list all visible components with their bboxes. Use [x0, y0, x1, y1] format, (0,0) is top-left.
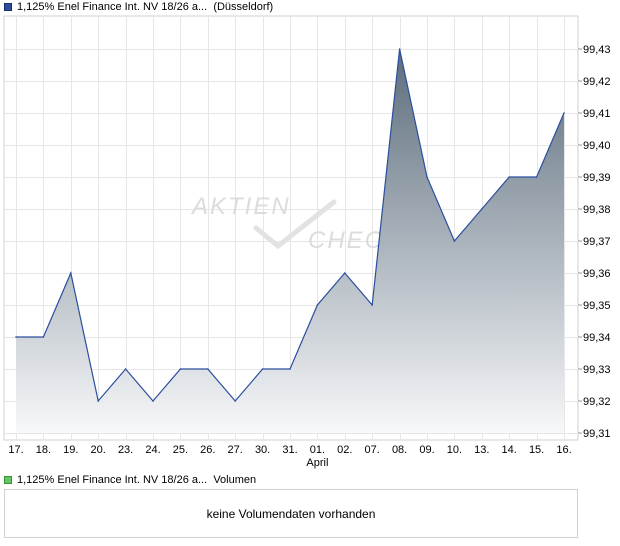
price-point: [15, 336, 17, 338]
price-point: [234, 400, 236, 402]
x-tick-label: 19.: [63, 444, 78, 456]
price-point: [398, 48, 401, 50]
x-tick-label: 26.: [200, 444, 215, 456]
price-point: [316, 304, 319, 306]
price-point: [97, 400, 99, 402]
price-point: [261, 368, 264, 370]
x-tick-label: 31.: [282, 444, 297, 456]
x-tick-label: 27.: [228, 444, 243, 456]
price-point: [481, 208, 483, 210]
price-point: [152, 400, 154, 402]
x-tick-label: 17.: [8, 444, 23, 456]
x-tick-label: 07.: [365, 444, 380, 456]
volume-legend-swatch: [4, 476, 12, 484]
price-area-fill: [16, 49, 564, 433]
price-point: [179, 368, 182, 370]
watermark-line1: AKTIEN: [190, 193, 291, 220]
price-point: [453, 240, 456, 242]
x-tick-label: 14.: [502, 444, 517, 456]
volume-legend-label: 1,125% Enel Finance Int. NV 18/26 a...: [17, 474, 208, 486]
x-tick-label: 25.: [173, 444, 188, 456]
y-tick-label: 99,43: [583, 44, 611, 56]
y-tick-label: 99,38: [583, 204, 611, 216]
price-point: [124, 368, 127, 370]
y-tick-label: 99,40: [583, 140, 611, 152]
x-tick-label: 20.: [91, 444, 106, 456]
y-tick-label: 99,33: [583, 364, 611, 376]
x-tick-label: 08.: [392, 444, 407, 456]
volume-legend-suffix: Volumen: [213, 474, 257, 486]
x-tick-label: 01.: [310, 444, 325, 456]
price-chart: AKTIEN CHECK 99,3199,3299,3399,3499,3599…: [3, 15, 611, 469]
price-legend: 1,125% Enel Finance Int. NV 18/26 a... (…: [4, 0, 273, 14]
x-axis: 17. 18. 19. 20. 23. 24. 25. 26. 27. 30. 31. 01.Apri…: [8, 444, 571, 469]
y-tick-label: 99,34: [583, 332, 611, 344]
y-tick-label: 99,39: [583, 172, 611, 184]
price-point: [70, 272, 72, 274]
price-legend-swatch: [4, 3, 12, 11]
y-tick-label: 99,32: [583, 396, 611, 408]
price-point: [207, 368, 209, 370]
price-point: [289, 368, 291, 370]
x-tick-label: 09.: [419, 444, 434, 456]
y-tick-label: 99,41: [583, 108, 611, 120]
x-tick-label: 23.: [118, 444, 133, 456]
price-legend-exchange: (Düsseldorf): [213, 1, 274, 13]
price-point: [42, 336, 45, 338]
y-tick-label: 99,36: [583, 268, 611, 280]
x-tick-label: 18.: [36, 444, 51, 456]
x-tick-label: 02.: [337, 444, 352, 456]
x-month-label: April: [306, 457, 328, 469]
y-tick-label: 99,31: [583, 428, 611, 440]
x-tick-label: 13.: [474, 444, 489, 456]
price-point: [508, 176, 511, 178]
volume-legend: 1,125% Enel Finance Int. NV 18/26 a... V…: [4, 473, 256, 487]
x-tick-label: 15.: [529, 444, 544, 456]
price-point: [563, 112, 565, 114]
price-series-area: [15, 48, 565, 433]
x-tick-label: 24.: [145, 444, 160, 456]
y-tick-label: 99,35: [583, 300, 611, 312]
y-tick-label: 99,42: [583, 76, 611, 88]
x-tick-label: 30.: [255, 444, 270, 456]
y-axis: 99,31 99,32 99,33 99,34 99,35 99,36 99,37 99,38…: [578, 44, 611, 440]
volume-empty-message: keine Volumendaten vorhanden: [206, 506, 376, 521]
price-point: [535, 176, 538, 178]
price-point: [426, 176, 428, 178]
volume-panel: keine Volumendaten vorhanden: [4, 489, 578, 538]
price-legend-label: 1,125% Enel Finance Int. NV 18/26 a...: [17, 1, 208, 13]
y-tick-label: 99,37: [583, 236, 611, 248]
price-point: [371, 304, 374, 306]
x-tick-label: 10.: [447, 444, 462, 456]
watermark-check-mark: [253, 199, 337, 250]
price-point: [344, 272, 346, 274]
x-tick-label: 16.: [556, 444, 571, 456]
